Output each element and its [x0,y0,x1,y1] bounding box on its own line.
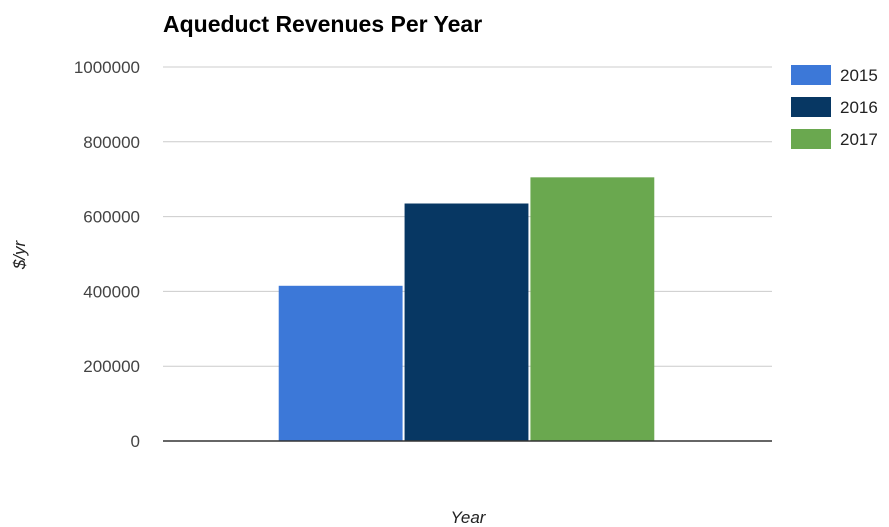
chart-title: Aqueduct Revenues Per Year [163,11,482,37]
y-tick-label: 1000000 [74,58,140,77]
legend-label: 2015 [840,66,878,85]
bar-2015 [278,285,403,441]
y-tick-label: 600000 [83,208,140,227]
legend: 2015 2016 2017 [791,65,878,149]
y-axis-ticks: 0 200000 400000 600000 800000 1000000 [74,58,140,451]
legend-swatch-2017 [791,129,831,149]
y-axis-label: $/yr [10,239,29,270]
y-tick-label: 0 [131,432,140,451]
y-tick-label: 200000 [83,357,140,376]
legend-swatch-2016 [791,97,831,117]
bar-2017 [530,177,655,441]
legend-label: 2017 [840,130,878,149]
bar-2016 [404,203,529,441]
x-axis-label: Year [451,508,487,527]
bars [278,177,655,441]
y-tick-label: 400000 [83,282,140,301]
y-tick-label: 800000 [83,133,140,152]
legend-label: 2016 [840,98,878,117]
legend-swatch-2015 [791,65,831,85]
